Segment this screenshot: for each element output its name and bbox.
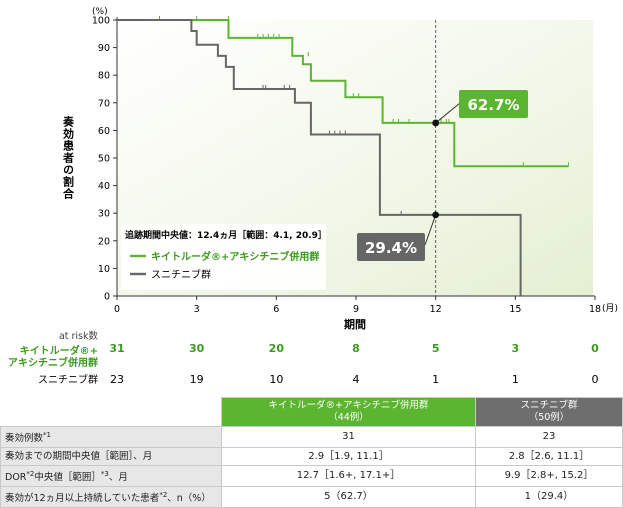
y-tick-label: 20 [98, 236, 110, 247]
followup-annotation: 追跡期間中央値：12.4ヵ月［範囲：4.1, 20.9］ [125, 229, 327, 241]
row-label: 奏効までの期間中央値［範囲］、月 [0, 447, 222, 467]
callout-leader-combination [435, 102, 461, 124]
callout-point-sunitinib [432, 211, 440, 219]
callout-value-sunitinib: 29.4% [365, 239, 417, 257]
x-tick-label: 3 [194, 304, 200, 315]
at-risk-value: 0 [592, 373, 599, 386]
x-axis-title: 期間 [344, 317, 366, 331]
at-risk-value: 8 [352, 342, 360, 355]
y-tick-label: 50 [98, 154, 110, 165]
y-tick-label: 100 [92, 16, 110, 27]
x-tick-label: 18 [589, 304, 601, 315]
row-value-sunitinib: 23 [474, 425, 623, 449]
table-row: 奏効が12ヵ月以上持続していた患者*2、n（%） 5（62.7） 1（29.4） [0, 486, 623, 508]
legend-label-combination: キイトルーダ®+アキシチニブ併用群 [151, 250, 319, 263]
x-tick-label: 12 [430, 304, 442, 315]
legend-background [121, 224, 326, 290]
at-risk-value: 23 [110, 373, 124, 386]
y-unit-label: (%) [92, 7, 108, 17]
row-value-combination: 31 [221, 425, 476, 449]
y-tick-label: 60 [98, 126, 110, 137]
table-header-row: キイトルーダ®+アキシチニブ併用群 （44例） スニチニブ群 （50例） [0, 397, 623, 427]
row-value-sunitinib: 9.9［2.8+, 15.2］ [474, 465, 623, 488]
at-risk-value-group: 31 30 20 8 5 3 023 19 10 4 1 1 0 [109, 342, 599, 386]
response-summary-table: キイトルーダ®+アキシチニブ併用群 （44例） スニチニブ群 （50例） 奏効例数*… [0, 397, 623, 508]
callout-box-combination [459, 90, 528, 118]
y-axis-title: 奏効患者の割合 [62, 115, 76, 200]
y-tick-label: 10 [98, 264, 110, 275]
y-tick-label: 90 [98, 43, 110, 54]
y-tick-label: 30 [98, 209, 110, 220]
x-tick-group: 0 3 6 9 12 15 18 [114, 296, 601, 315]
km-curve-combination [117, 19, 569, 168]
x-unit-label: (月) [602, 303, 618, 314]
legend-label-sunitinib: スニチニブ群 [151, 268, 211, 281]
y-tick-label: 0 [104, 292, 110, 303]
table-corner [0, 397, 222, 427]
at-risk-value: 20 [269, 342, 285, 355]
callout-point-combination [432, 119, 440, 127]
x-tick-label: 6 [273, 304, 279, 315]
callout-value-combination: 62.7% [467, 96, 519, 114]
y-tick-label: 70 [98, 98, 110, 109]
callout-leader-sunitinib [424, 214, 437, 246]
table-row: 奏効例数*1 31 23 [0, 425, 623, 449]
callout-box-sunitinib [357, 233, 425, 261]
at-risk-value: 31 [109, 342, 124, 355]
row-label: 奏効例数*1 [0, 425, 222, 449]
y-tick-label: 80 [98, 71, 110, 82]
at-risk-label-combination: キイトルーダ®+アキシチニブ併用群 [8, 344, 98, 369]
row-value-combination: 12.7［1.6+, 17.1+］ [221, 465, 476, 488]
row-value-sunitinib: 1（29.4） [474, 486, 623, 508]
at-risk-value: 3 [512, 342, 520, 355]
at-risk-value: 10 [269, 373, 283, 386]
y-tick-group: 0 10 20 30 40 50 60 70 80 90 100 [92, 16, 117, 303]
legend-box: 追跡期間中央値：12.4ヵ月［範囲：4.1, 20.9］ キイトルーダ®+アキシ… [121, 224, 327, 290]
x-tick-label: 9 [353, 304, 359, 315]
at-risk-table: at risk数 キイトルーダ®+アキシチニブ併用群 スニチニブ群 31 30 20… [8, 330, 599, 386]
y-tick-label: 40 [98, 181, 110, 192]
at-risk-title: at risk数 [59, 330, 99, 342]
at-risk-value: 1 [512, 373, 519, 386]
header-sunitinib: スニチニブ群 （50例） [474, 397, 623, 427]
row-label: DOR*2中央値［範囲］*3、月 [0, 465, 222, 488]
x-tick-label: 15 [509, 304, 521, 315]
header-combination: キイトルーダ®+アキシチニブ併用群 （44例） [221, 397, 476, 427]
at-risk-value: 1 [432, 373, 439, 386]
at-risk-value: 19 [190, 373, 204, 386]
at-risk-value: 30 [189, 342, 205, 355]
row-value-combination: 5（62.7） [221, 486, 476, 508]
row-value-sunitinib: 2.8［2.6, 11.1］ [474, 447, 623, 467]
at-risk-value: 4 [353, 373, 360, 386]
table-row: 奏効までの期間中央値［範囲］、月 2.9［1.9, 11.1］ 2.8［2.6,… [0, 447, 623, 467]
km-curve-sunitinib [117, 19, 522, 296]
at-risk-value: 0 [591, 342, 599, 355]
at-risk-label-sunitinib: スニチニブ群 [38, 373, 98, 386]
table-row: DOR*2中央値［範囲］*3、月 12.7［1.6+, 17.1+］ 9.9［2… [0, 465, 623, 488]
row-label: 奏効が12ヵ月以上持続していた患者*2、n（%） [0, 486, 222, 508]
curve-group: 62.7% 29.4% [117, 16, 569, 296]
at-risk-value: 5 [432, 342, 440, 355]
row-value-combination: 2.9［1.9, 11.1］ [221, 447, 476, 467]
x-tick-label: 0 [114, 304, 120, 315]
